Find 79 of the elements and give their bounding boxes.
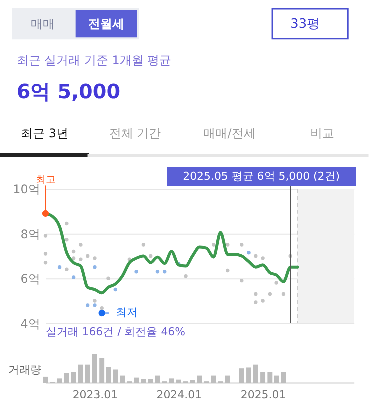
point (65, 238, 69, 242)
bar (85, 364, 90, 384)
point (44, 252, 48, 256)
point (261, 299, 265, 303)
ref-line-label: 2025.05 평균 6억 5,000 (2건) (183, 170, 340, 184)
point (44, 261, 48, 265)
text: 33평 (290, 16, 320, 32)
point (93, 299, 97, 303)
point (162, 270, 167, 274)
y-tick-label: 6억 (20, 272, 40, 286)
point (226, 243, 230, 247)
point (106, 276, 110, 280)
point (58, 266, 62, 270)
point (93, 266, 97, 270)
text: 실거래 166건 / 회전율 46% (46, 325, 186, 338)
point (261, 256, 265, 260)
point (274, 281, 278, 285)
x-tick-label: 2024.01 (156, 388, 202, 402)
point (268, 292, 272, 296)
point (254, 292, 258, 296)
bar (43, 376, 48, 384)
point (226, 268, 230, 273)
point (72, 276, 76, 280)
point (93, 304, 97, 308)
point (134, 270, 138, 274)
point (93, 256, 97, 260)
point (240, 243, 244, 247)
chart-subtitle: 6억 5,000 (16, 80, 121, 104)
bar (113, 370, 118, 384)
point (212, 243, 216, 247)
bar (141, 379, 146, 384)
bar (57, 378, 62, 384)
y-tick-label: 4억 (20, 316, 40, 331)
bar (120, 376, 126, 384)
point (65, 222, 69, 226)
point (148, 254, 153, 258)
bar (169, 378, 174, 384)
point (65, 268, 69, 272)
x-tick-label: 2023.01 (72, 388, 118, 402)
point (44, 234, 48, 238)
bar (71, 372, 76, 384)
point (72, 250, 76, 254)
bar (225, 376, 230, 384)
bar (78, 364, 84, 384)
point (254, 254, 258, 258)
bar (260, 372, 266, 384)
bar (176, 380, 182, 384)
point (247, 250, 251, 255)
point (79, 258, 83, 262)
text: 비교 (310, 126, 334, 140)
bar (134, 378, 140, 384)
point (100, 306, 104, 310)
y-axis-title: 거래량 (8, 364, 42, 377)
point (72, 256, 76, 260)
x-tick-label: 2025.01 (240, 388, 286, 402)
text: 전체 기간 (109, 126, 162, 140)
chart-title: 최근 실거래 기준 1개월 평균 (16, 54, 172, 68)
bar (246, 368, 252, 384)
bar (92, 354, 98, 384)
point (282, 292, 286, 296)
bar (64, 373, 70, 384)
point (79, 243, 83, 247)
point (142, 243, 146, 247)
bar (253, 364, 258, 384)
point (86, 254, 90, 258)
text: 최근 3년 (21, 126, 68, 140)
point (240, 278, 244, 283)
text: 매매/전세 (204, 126, 256, 140)
point (156, 270, 160, 274)
point (254, 300, 258, 304)
point (86, 304, 90, 308)
text: 매매 (30, 16, 55, 31)
point (184, 274, 188, 278)
annotation: 최저 (116, 306, 138, 320)
bar (239, 368, 244, 384)
bar (281, 372, 286, 384)
text: 전월세 (88, 16, 124, 31)
y-tick-label: 8억 (20, 227, 40, 242)
point (114, 288, 118, 292)
